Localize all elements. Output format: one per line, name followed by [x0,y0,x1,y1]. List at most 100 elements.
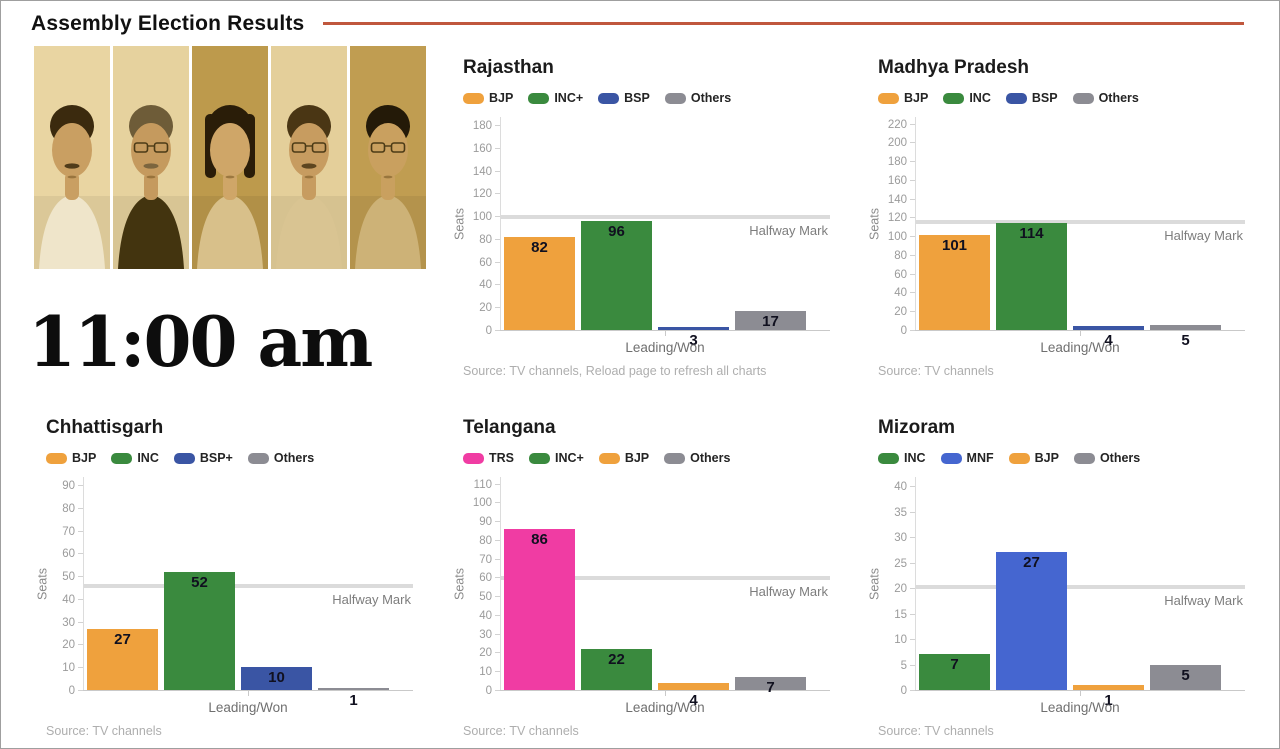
legend-label: BSP [1031,91,1058,105]
y-axis-ticks: 0 20 40 60 80 100 120 140 160 180 200 220 [871,117,915,337]
y-tick-label: 180 [472,120,492,133]
chart-title: Mizoram [878,417,956,438]
y-tick-label: 40 [479,609,492,622]
y-tick-label: 25 [894,557,907,570]
legend-swatch [173,452,195,464]
bar-trs [504,528,575,690]
y-tick-mark [78,598,83,600]
chart-title: Telangana [463,417,556,438]
y-tick-label: 110 [473,478,492,491]
bar-value-label: 7 [766,678,775,696]
chart-title: Rajasthan [463,57,554,78]
halfway-mark-label: Halfway Mark [749,584,828,600]
y-tick-label: 100 [887,231,907,244]
y-tick-mark [495,614,500,616]
y-tick-label: 140 [887,193,907,206]
halfway-mark-line [84,584,413,589]
bar-value-label: 17 [762,312,779,330]
y-tick-mark [910,142,915,144]
y-tick-mark [495,193,500,195]
y-tick-mark [78,530,83,532]
legend-label: Others [690,91,732,105]
y-tick-label: 20 [894,583,907,596]
bar-value-label: 101 [941,237,968,255]
y-tick-label: 120 [472,188,492,201]
chart-legend: BJP INC BSP Others [878,91,1139,105]
legend-label: TRS [489,451,514,465]
y-tick-mark [495,125,500,127]
politician-photo-1 [34,46,110,269]
bar-bjp [87,628,158,690]
x-axis-line [500,690,830,691]
y-tick-label: 70 [62,525,75,538]
y-axis-line [500,477,501,691]
y-tick-label: 30 [62,616,75,629]
y-axis-line [500,117,501,331]
chart-mizoram: Mizoram INC MNF BJP Others Seats 0 5 10 15 20 25 30 3… [863,413,1263,748]
y-tick-mark [495,216,500,218]
y-tick-label: 160 [472,142,492,155]
legend-item-bjp: BJP [46,451,96,465]
y-tick-label: 120 [887,212,907,225]
legend-item-bjp: BJP [878,91,928,105]
y-tick-label: 0 [485,325,492,337]
y-tick-mark [910,311,915,313]
y-tick-mark [78,621,83,623]
legend-swatch [529,452,550,464]
y-tick-mark [495,596,500,598]
legend-item-bsp: BSP [598,91,650,105]
bar-inc [164,571,235,690]
y-tick-mark [910,613,915,615]
plot-area: Halfway Mark 27 52 10 1 [83,477,413,708]
y-tick-label: 160 [887,174,907,187]
time-label: 11:00 am [28,302,373,383]
y-tick-mark [78,667,83,669]
halfway-mark-label: Halfway Mark [1164,228,1243,244]
legend-swatch [528,92,550,104]
y-tick-mark [910,330,915,331]
legend-swatch [598,92,620,104]
y-tick-label: 10 [479,666,492,679]
y-tick-mark [78,507,83,509]
y-tick-label: 20 [479,302,492,315]
y-tick-label: 35 [894,506,907,519]
y-axis-line [915,477,916,691]
y-tick-label: 40 [894,287,907,300]
halfway-mark-line [501,215,830,220]
y-axis-ticks: 0 5 10 15 20 25 30 35 40 [871,477,915,697]
y-tick-label: 70 [479,553,492,566]
y-tick-mark [495,521,500,523]
legend-swatch [1072,92,1094,104]
y-tick-mark [495,238,500,240]
halfway-mark-label: Halfway Mark [332,592,411,608]
chart-chhattisgarh: Chhattisgarh BJP INC BSP+ Others Seats 0 10 20 30… [31,413,431,748]
bar-value-label: 1 [349,692,358,709]
y-tick-label: 80 [894,249,907,262]
y-tick-label: 0 [68,685,75,697]
legend-label: BJP [624,451,650,465]
bar-value-label: 96 [608,222,625,240]
y-tick-label: 200 [887,137,907,150]
legend-label: BJP [72,451,97,465]
bar-value-label: 82 [531,238,548,256]
source-note: Source: TV channels [878,724,994,738]
legend-label: Others [273,451,315,465]
y-tick-label: 15 [894,608,907,621]
legend-label: BJP [904,91,929,105]
legend-swatch [664,452,686,464]
politicians-photo-strip [34,46,426,269]
source-note: Source: TV channels, Reload page to refr… [463,364,767,378]
y-tick-mark [910,161,915,163]
chart-telangana: Telangana TRS INC+ BJP Others Seats 0 10 20 30 40 5… [448,413,848,748]
chart-legend: BJP INC BSP+ Others [46,451,314,465]
legend-label: BJP [1034,451,1059,465]
y-tick-label: 30 [894,532,907,545]
x-axis-line [83,690,413,691]
bar-others [1150,325,1221,330]
y-tick-label: 90 [479,516,492,529]
bar-others [735,310,806,330]
legend-swatch [878,92,899,104]
y-tick-label: 50 [62,571,75,584]
legend-item-others: Others [664,91,732,105]
legend-item-others: Others [1072,91,1139,105]
